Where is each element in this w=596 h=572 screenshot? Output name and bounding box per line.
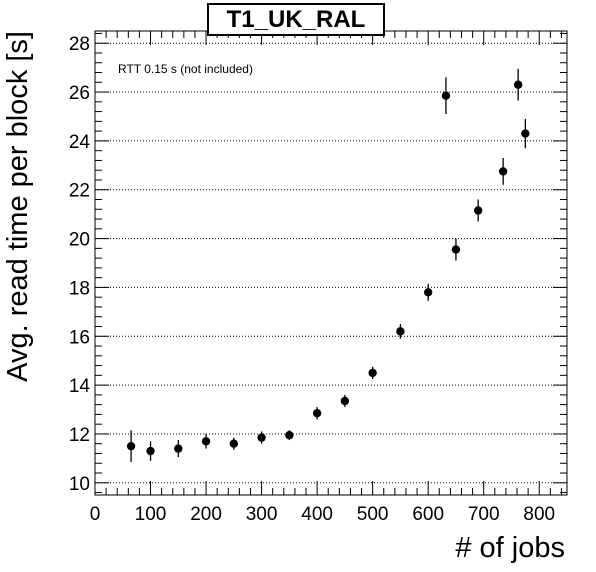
chart-title: T1_UK_RAL [207,3,385,36]
data-point [396,327,405,336]
annotation-text: RTT 0.15 s (not included) [118,62,253,76]
x-axis: 0 100 200 300 400 500 600 700 800 [90,31,562,525]
y-axis-title: Avg. read time per block [s] [2,31,34,382]
y-tick-label: 18 [69,278,90,299]
y-tick-label: 12 [69,425,90,446]
data-point [201,437,211,446]
y-tick-label: 10 [69,474,90,495]
data-point [257,433,266,442]
data-point [513,80,523,89]
x-tick-label: 800 [523,504,555,525]
y-tick-label: 14 [69,376,91,397]
data-point [126,441,136,451]
x-tick-label: 300 [246,504,278,525]
data-point [340,396,350,406]
data-point [451,245,461,254]
y-tick-label: 24 [69,132,91,153]
y-axis: 10 12 14 16 18 20 22 24 26 28 [69,32,567,495]
gridlines [95,42,567,484]
data-point [312,408,322,418]
data-points [126,68,530,463]
x-tick-label: 400 [301,504,333,525]
data-point [174,444,183,453]
data-point [473,206,483,215]
plot-frame [94,30,568,496]
data-point [498,167,508,176]
y-tick-label: 22 [69,181,90,202]
y-tick-label: 20 [69,230,90,251]
x-tick-label: 500 [357,504,389,525]
y-tick-label: 16 [69,327,90,348]
data-point [423,288,433,297]
y-tick-label: 26 [69,83,90,104]
y-tick-label: 28 [69,34,90,55]
data-point [285,430,294,440]
x-tick-label: 0 [90,504,101,525]
data-point [441,91,451,100]
data-point [229,439,239,448]
x-tick-label: 600 [412,504,444,525]
x-tick-label: 200 [190,504,222,525]
x-tick-label: 100 [135,504,167,525]
data-point [146,446,155,456]
data-point [521,129,530,138]
x-tick-label: 700 [468,504,500,525]
x-axis-title: # of jobs [455,532,565,564]
data-point [368,368,377,378]
